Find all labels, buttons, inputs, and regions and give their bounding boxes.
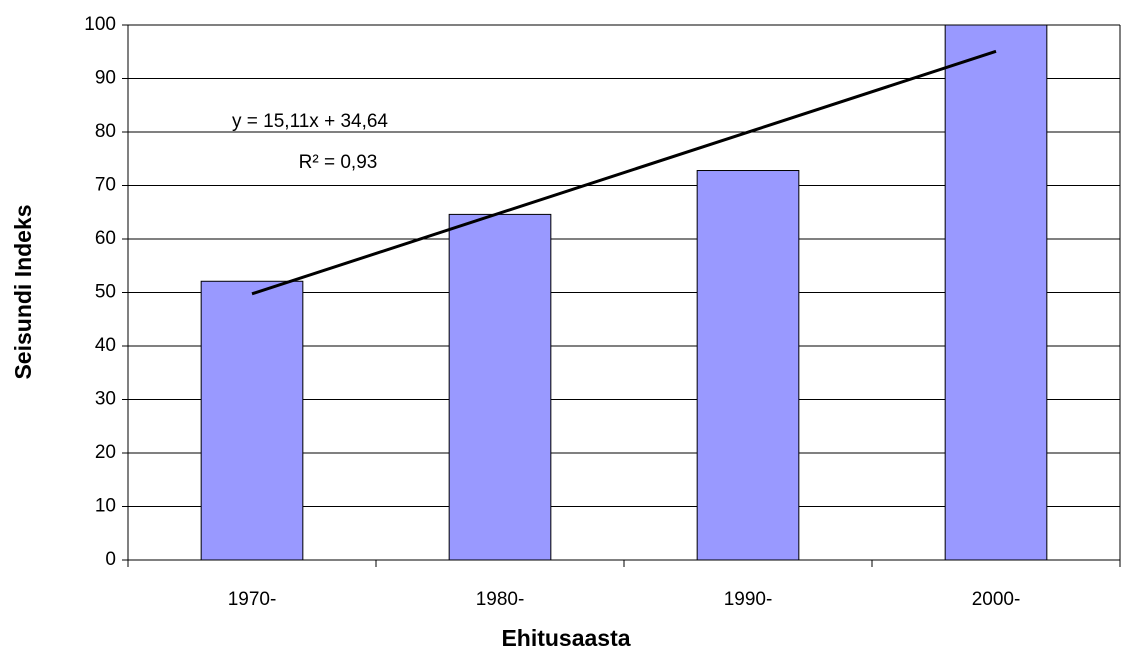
y-tick-label: 50 bbox=[95, 282, 116, 303]
x-axis-title: Ehitusaasta bbox=[501, 625, 630, 651]
y-tick-label: 40 bbox=[95, 335, 116, 356]
x-tick-label: 1980- bbox=[476, 589, 525, 610]
trendline-equation: y = 15,11x + 34,64 bbox=[232, 111, 388, 132]
bar bbox=[944, 24, 1048, 561]
y-tick-label: 60 bbox=[95, 228, 116, 249]
bar bbox=[696, 170, 800, 561]
x-tick-label: 1990- bbox=[724, 589, 773, 610]
y-tick-label: 30 bbox=[95, 389, 116, 410]
y-tick-label: 10 bbox=[95, 496, 116, 517]
bar bbox=[200, 280, 304, 561]
x-tick-label: 1970- bbox=[228, 589, 277, 610]
trendline-r2: R² = 0,93 bbox=[299, 152, 378, 173]
y-axis-title: Seisundi Indeks bbox=[10, 204, 36, 379]
y-tick-label: 20 bbox=[95, 442, 116, 463]
y-tick-label: 0 bbox=[105, 549, 116, 570]
bar bbox=[448, 213, 552, 561]
y-tick-label: 70 bbox=[95, 175, 116, 196]
x-tick-label: 2000- bbox=[972, 589, 1021, 610]
y-tick-label: 100 bbox=[84, 14, 116, 35]
trendline bbox=[251, 49, 997, 296]
y-tick-label: 80 bbox=[95, 121, 116, 142]
y-tick-label: 90 bbox=[95, 68, 116, 89]
